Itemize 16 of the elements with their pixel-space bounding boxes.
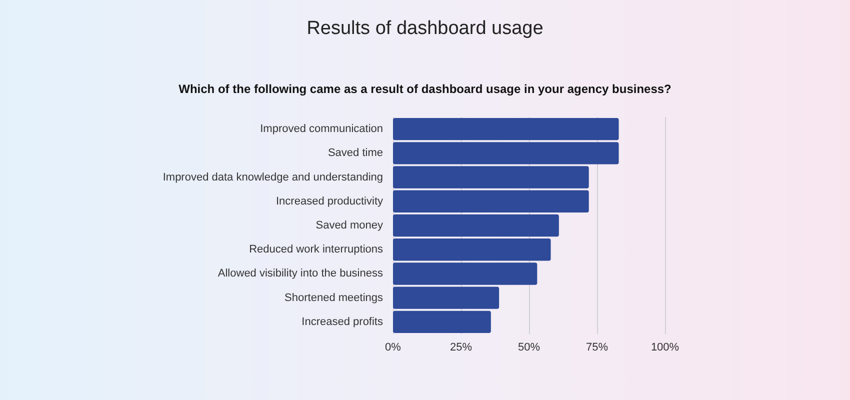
y-tick-label: Improved data knowledge and understanding: [162, 171, 383, 184]
chart-title: Results of dashboard usage: [306, 18, 544, 39]
y-tick-label: Allowed visibility into the business: [218, 268, 384, 280]
x-tick-label: 100%: [650, 342, 680, 354]
y-tick-label: Increased profits: [302, 316, 384, 328]
chart-subtitle: Which of the following came as a result of dashboard usage in your agency business?: [178, 82, 672, 96]
y-tick-label: Shortened meetings: [284, 292, 384, 304]
y-tick-label: Saved money: [316, 220, 384, 232]
x-tick-label: 50%: [518, 342, 540, 354]
y-tick-label: Reduced work interruptions: [249, 244, 384, 256]
x-tick-label: 25%: [450, 342, 472, 354]
y-tick-label: Improved communication: [260, 123, 383, 136]
y-tick-label: Saved time: [328, 147, 383, 160]
y-tick-label: Increased productivity: [276, 195, 384, 208]
x-tick-label: 75%: [586, 342, 608, 354]
x-tick-label: 0%: [385, 342, 402, 354]
